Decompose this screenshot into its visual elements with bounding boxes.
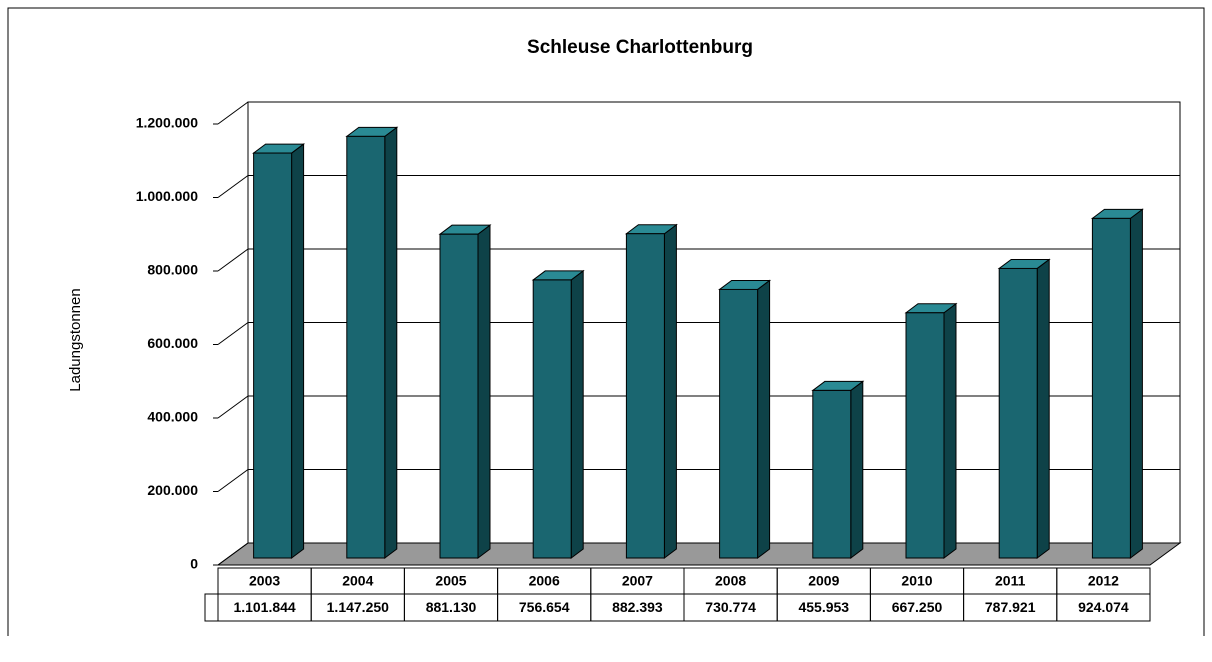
bar [1091, 217, 1131, 559]
y-tick-label: 1.000.000 [136, 188, 198, 204]
bar [998, 267, 1038, 559]
grid-diagonal [217, 101, 249, 125]
grid-diagonal [217, 469, 249, 492]
x-tick-label: 2003 [249, 573, 280, 589]
grid-diagonal [217, 248, 249, 272]
y-axis-title: Ladungstonnen [67, 288, 84, 391]
bar [346, 135, 386, 559]
y-tick-label: 200.000 [147, 482, 198, 498]
data-label: 882.393 [612, 599, 663, 615]
x-tick-label: 2012 [1088, 573, 1119, 589]
bar [253, 152, 293, 559]
bar-side [943, 302, 957, 559]
bar-side [291, 143, 305, 559]
table-cell [1056, 593, 1151, 622]
y-tick-label: 800.000 [147, 262, 198, 278]
bar-side [1129, 208, 1143, 559]
frame [7, 7, 1205, 636]
grid-diagonal [217, 542, 249, 566]
bar [439, 233, 479, 559]
bar-side [850, 380, 864, 559]
y-tick-label: 600.000 [147, 335, 198, 351]
data-label: 881.130 [426, 599, 477, 615]
x-tick-label: 2009 [808, 573, 839, 589]
bar [812, 389, 852, 559]
bar-side [1036, 258, 1050, 559]
bar-side [570, 269, 584, 559]
data-label: 730.774 [705, 599, 756, 615]
data-label: 667.250 [892, 599, 943, 615]
data-label: 1.101.844 [233, 599, 295, 615]
x-tick-label: 2006 [529, 573, 560, 589]
data-label: 924.074 [1078, 599, 1129, 615]
data-label: 455.953 [798, 599, 849, 615]
grid-diagonal [217, 395, 249, 419]
bar [625, 233, 665, 559]
y-tick-label: 400.000 [147, 409, 198, 425]
bar-side [384, 126, 398, 559]
data-label: 787.921 [985, 599, 1036, 615]
bar [532, 279, 572, 559]
bar-side [757, 279, 771, 559]
x-tick-label: 2011 [995, 573, 1026, 589]
grid-diagonal [217, 175, 249, 198]
bar [905, 312, 945, 559]
table-lead-cell [204, 593, 219, 622]
data-label: 756.654 [519, 599, 570, 615]
bar-side [477, 224, 491, 559]
chart-title: Schleuse Charlottenburg [527, 37, 753, 58]
x-tick-label: 2004 [342, 573, 373, 589]
grid-diagonal [217, 322, 249, 345]
x-tick-label: 2007 [622, 573, 653, 589]
x-tick-label: 2008 [715, 573, 746, 589]
bar-side [663, 223, 677, 559]
data-label: 1.147.250 [327, 599, 389, 615]
y-tick-label: 0 [190, 556, 198, 572]
x-tick-label: 2005 [435, 573, 466, 589]
x-tick-label: 2010 [901, 573, 932, 589]
y-tick-label: 1.200.000 [136, 115, 198, 131]
bar [719, 288, 759, 559]
